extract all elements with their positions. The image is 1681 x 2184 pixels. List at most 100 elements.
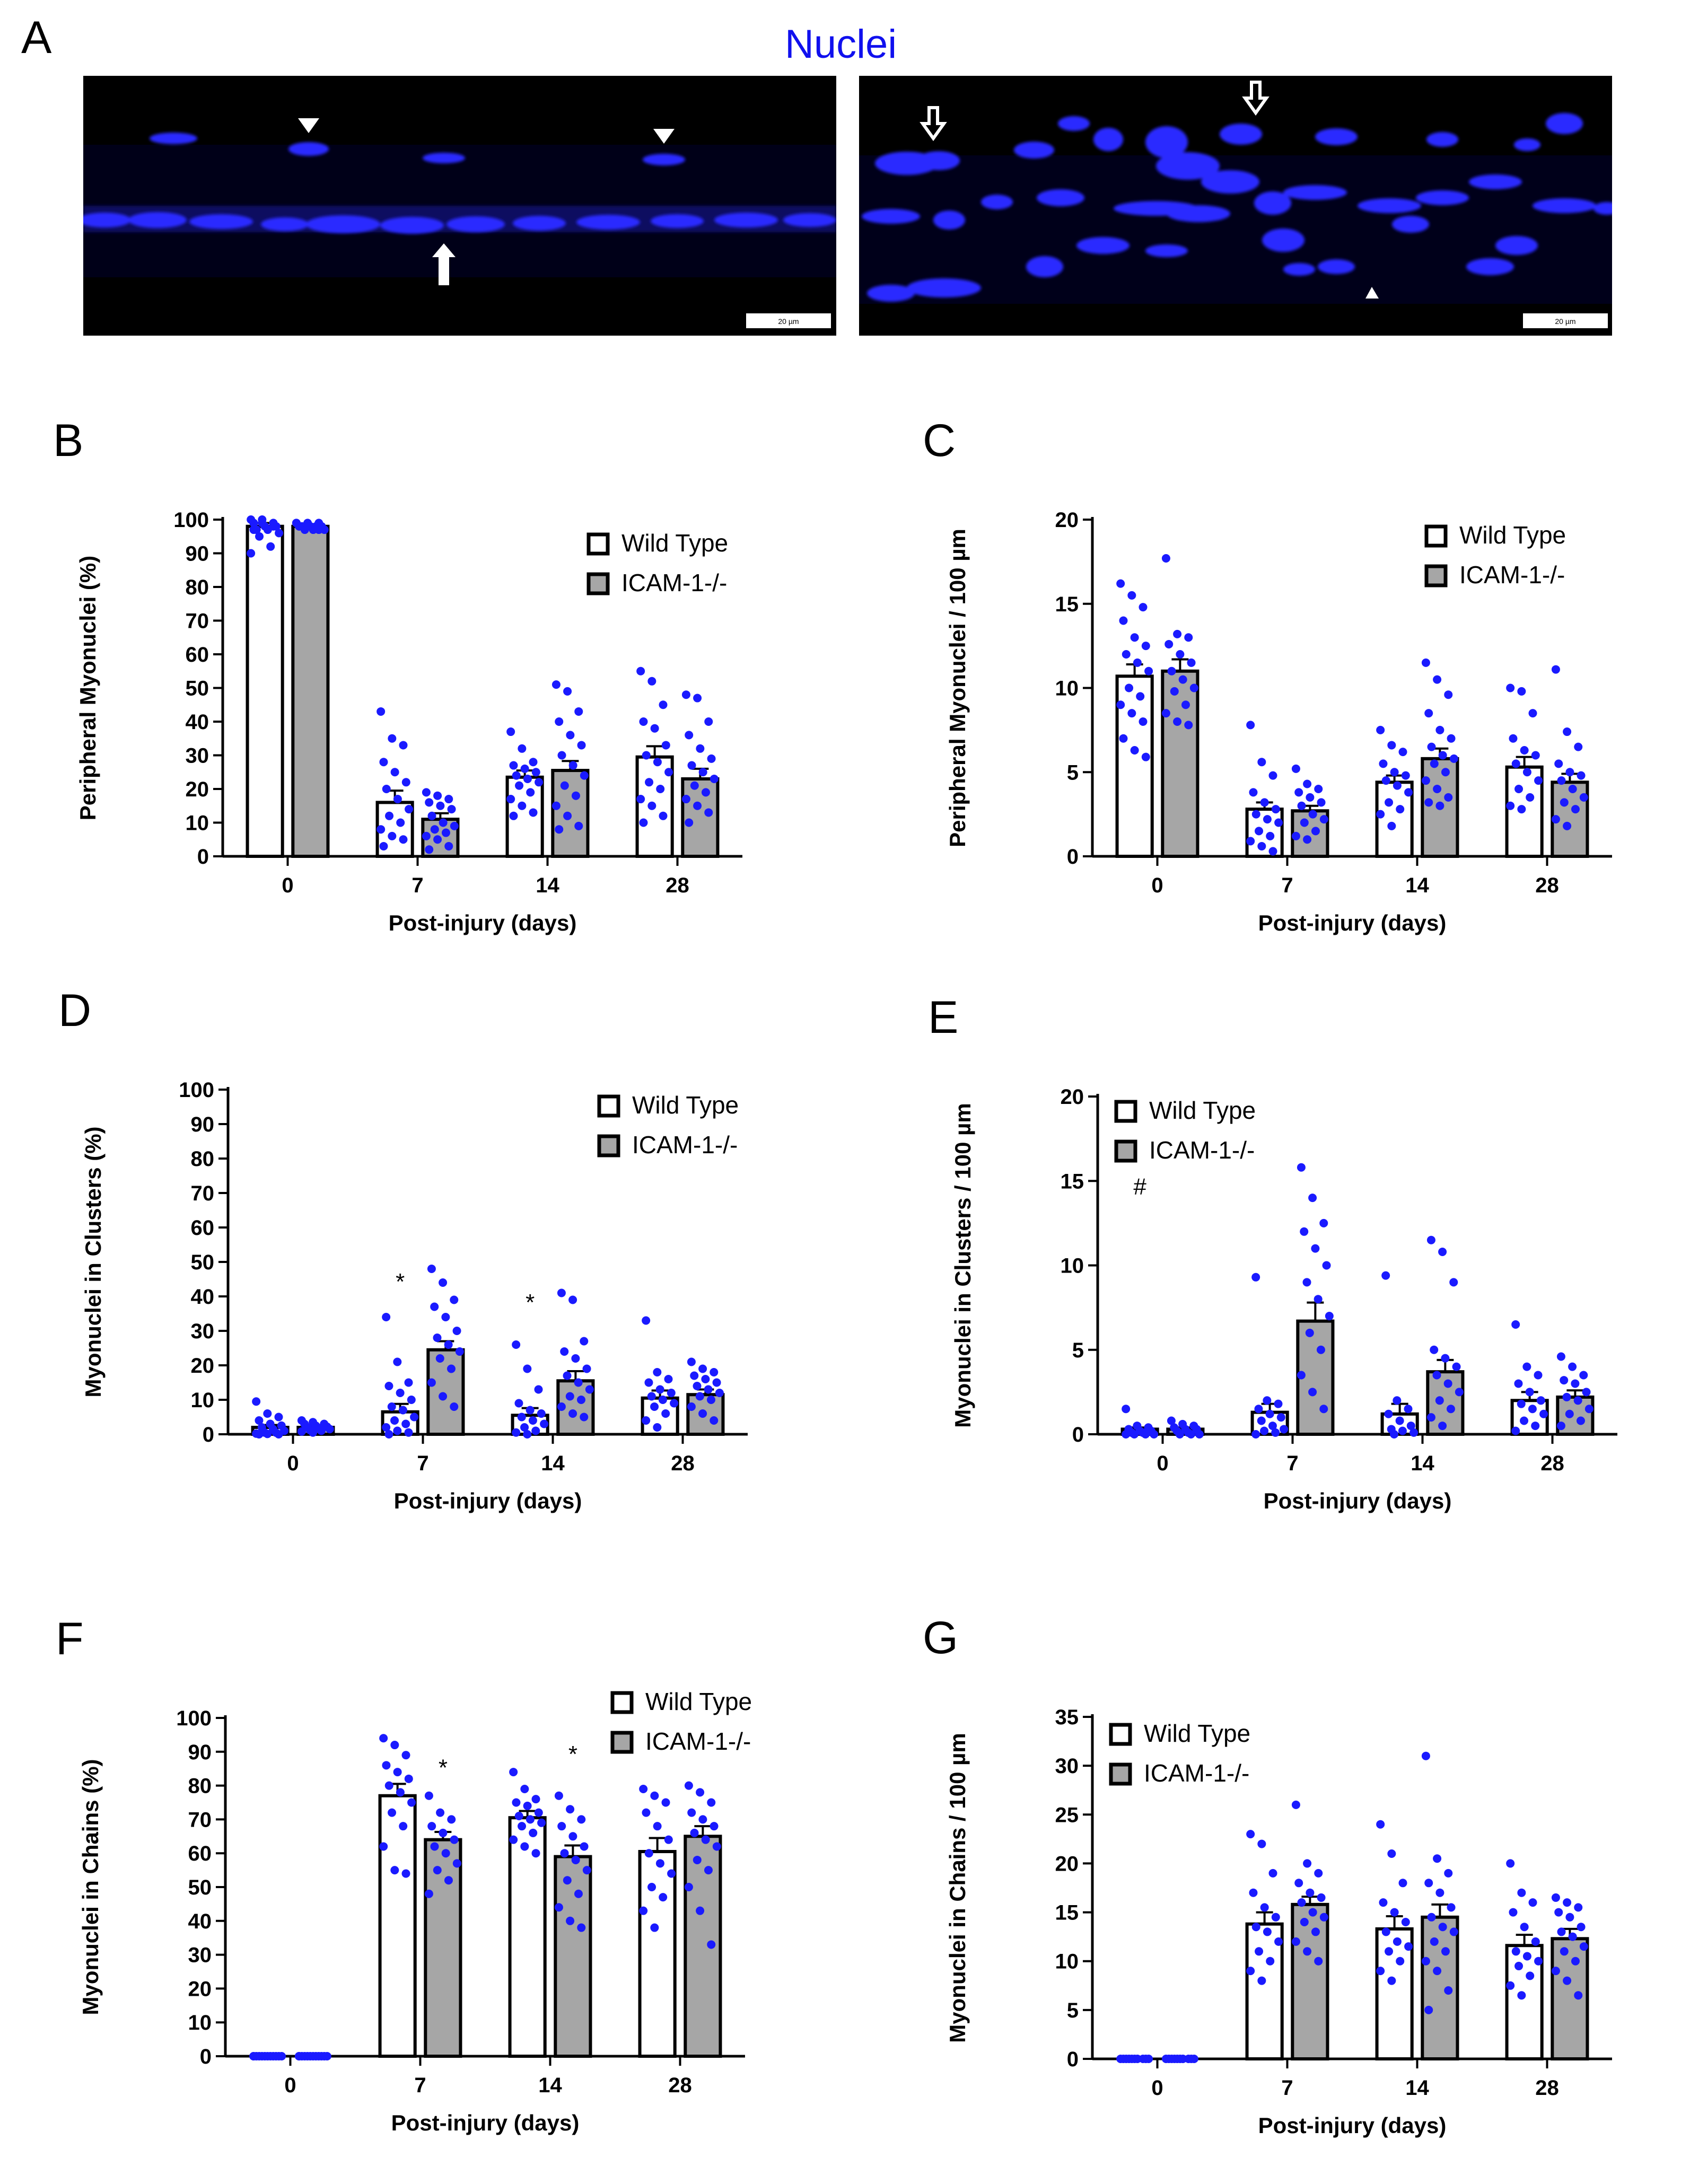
data-point [295, 522, 304, 531]
data-point [1276, 1413, 1285, 1422]
data-point [1265, 1409, 1274, 1418]
data-point [563, 1371, 572, 1380]
data-point [396, 1788, 405, 1797]
data-point [685, 731, 694, 740]
data-point [390, 1741, 399, 1750]
data-point [574, 821, 583, 830]
data-point [1536, 1396, 1545, 1405]
data-point [534, 1808, 543, 1817]
data-point [1571, 805, 1580, 814]
data-point [667, 1389, 676, 1397]
data-point [1184, 633, 1193, 642]
data-point [1263, 815, 1272, 824]
data-point [424, 1889, 433, 1898]
data-point [512, 771, 521, 780]
significance-marker: * [396, 1269, 405, 1295]
y-tick-label: 70 [191, 1182, 215, 1205]
bar-icam1-ko-day-0 [291, 524, 330, 858]
data-point [1534, 1371, 1543, 1380]
data-point [514, 1399, 523, 1408]
data-point [444, 1340, 453, 1349]
data-point [436, 1808, 445, 1817]
data-point [1260, 1903, 1269, 1912]
data-point [1189, 683, 1198, 692]
y-tick-label: 20 [1061, 1085, 1084, 1109]
y-tick-label: 5 [1067, 1999, 1079, 2022]
data-point [555, 717, 564, 726]
data-point [1557, 776, 1566, 785]
data-point [695, 1392, 704, 1401]
data-point [1319, 1218, 1328, 1227]
data-point [1514, 1961, 1524, 1970]
data-point [560, 781, 569, 790]
data-point [664, 1375, 673, 1383]
data-point [1509, 734, 1518, 743]
data-point [1141, 642, 1150, 651]
data-point [645, 778, 654, 787]
data-point [1551, 1893, 1560, 1902]
y-tick-label: 0 [1067, 845, 1079, 869]
data-point [249, 525, 258, 534]
data-point [712, 1842, 721, 1851]
legend-swatch-icam1-ko [1424, 564, 1448, 587]
legend-label-icam1-ko: ICAM-1-/- [1144, 1759, 1249, 1787]
y-tick-label: 0 [200, 2045, 212, 2068]
data-point [1387, 821, 1396, 830]
y-tick-label: 50 [186, 677, 209, 700]
data-point [531, 1849, 540, 1858]
data-point [1119, 734, 1128, 743]
data-point [404, 1378, 413, 1387]
myonuclei-peripheral [150, 133, 685, 165]
data-point [439, 1828, 448, 1837]
x-tick-label: 14 [1405, 2076, 1429, 2100]
data-point [1317, 1893, 1326, 1902]
data-point [523, 1364, 532, 1373]
data-point [1520, 1416, 1529, 1425]
data-point [650, 1791, 659, 1800]
data-point [1125, 683, 1134, 692]
data-point [1297, 1898, 1306, 1907]
data-point [518, 801, 527, 810]
data-point [450, 1295, 459, 1304]
data-point [1257, 841, 1266, 850]
data-point [566, 1805, 575, 1814]
data-point [1563, 1976, 1572, 1985]
data-point [377, 825, 386, 834]
data-point [439, 1392, 448, 1401]
data-point [528, 1416, 537, 1425]
data-point [580, 1413, 589, 1422]
data-point [653, 1368, 662, 1376]
data-point [696, 1788, 705, 1797]
data-point [1577, 771, 1586, 780]
data-point [447, 1815, 456, 1824]
nuclei-title: Nuclei [785, 22, 897, 67]
data-point [1195, 1430, 1204, 1439]
y-axis-title: Myonuclei in Chains (%) [78, 1759, 103, 2015]
x-tick-label: 14 [541, 1452, 565, 1475]
data-point [1322, 1261, 1331, 1270]
data-point [577, 1815, 586, 1824]
data-point [277, 2052, 286, 2060]
data-point [1421, 658, 1430, 667]
data-point [1441, 1354, 1450, 1363]
legend-swatch-icam1-ko [1114, 1139, 1137, 1163]
data-point [512, 1340, 521, 1349]
data-point [1398, 1879, 1407, 1888]
bar-icam1-ko-day-7 [1291, 1902, 1329, 2061]
data-point [255, 1430, 264, 1439]
data-point [1404, 1405, 1413, 1414]
data-point [1189, 2055, 1198, 2063]
y-axis-title: Myonuclei in Clusters / 100 µm [950, 1103, 975, 1427]
y-tick-label: 0 [1067, 2048, 1079, 2071]
data-point [384, 1781, 393, 1790]
data-point [574, 1378, 583, 1387]
data-point [1376, 810, 1385, 819]
data-point [1438, 1923, 1447, 1932]
data-point [1556, 1422, 1565, 1431]
data-point [263, 1409, 272, 1418]
data-point [1576, 1416, 1585, 1425]
data-point [568, 761, 577, 770]
data-point [1257, 1416, 1266, 1425]
data-point [1574, 742, 1583, 751]
data-point [577, 741, 586, 750]
